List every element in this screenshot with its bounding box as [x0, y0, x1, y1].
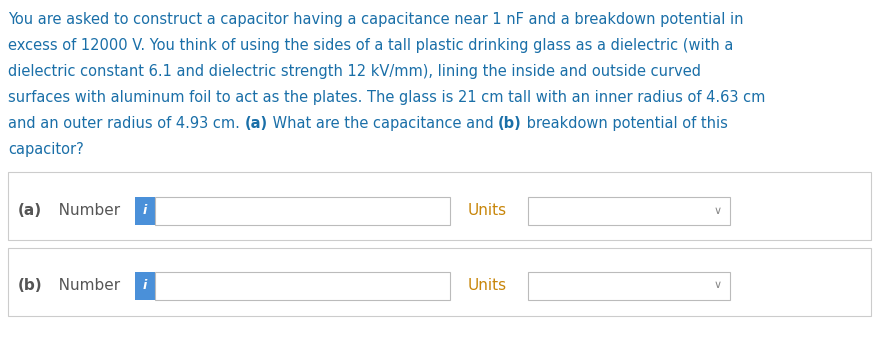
Text: ∨: ∨	[713, 280, 721, 291]
Text: ∨: ∨	[713, 205, 721, 216]
Text: breakdown potential of this: breakdown potential of this	[522, 116, 727, 131]
Text: Number: Number	[44, 278, 120, 293]
Text: capacitor?: capacitor?	[8, 142, 83, 157]
FancyBboxPatch shape	[528, 197, 729, 224]
Text: (b): (b)	[18, 278, 42, 293]
Text: You are asked to construct a capacitor having a capacitance near 1 nF and a brea: You are asked to construct a capacitor h…	[8, 12, 743, 27]
Text: Number: Number	[44, 203, 120, 218]
FancyBboxPatch shape	[8, 172, 870, 240]
FancyBboxPatch shape	[155, 197, 450, 224]
Text: (a): (a)	[18, 203, 42, 218]
Text: i: i	[143, 279, 147, 292]
Text: i: i	[143, 204, 147, 217]
Text: (a): (a)	[244, 116, 267, 131]
Text: excess of 12000 V. You think of using the sides of a tall plastic drinking glass: excess of 12000 V. You think of using th…	[8, 38, 732, 53]
FancyBboxPatch shape	[8, 248, 870, 316]
Text: Units: Units	[467, 278, 507, 293]
Text: Units: Units	[467, 203, 507, 218]
FancyBboxPatch shape	[135, 272, 155, 299]
Text: (b): (b)	[498, 116, 522, 131]
Text: and an outer radius of 4.93 cm.: and an outer radius of 4.93 cm.	[8, 116, 244, 131]
Text: dielectric constant 6.1 and dielectric strength 12 kV/mm), lining the inside and: dielectric constant 6.1 and dielectric s…	[8, 64, 700, 79]
FancyBboxPatch shape	[155, 272, 450, 299]
Text: What are the capacitance and: What are the capacitance and	[267, 116, 498, 131]
FancyBboxPatch shape	[528, 272, 729, 299]
FancyBboxPatch shape	[135, 197, 155, 224]
Text: surfaces with aluminum foil to act as the plates. The glass is 21 cm tall with a: surfaces with aluminum foil to act as th…	[8, 90, 765, 105]
